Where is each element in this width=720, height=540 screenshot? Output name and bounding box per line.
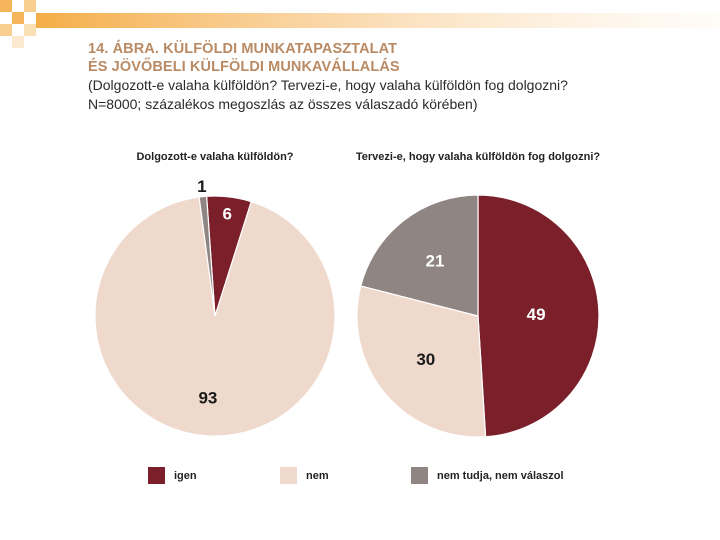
pie-2-title: Tervezi-e, hogy valaha külföldön fog dol… [355,151,601,163]
pie-chart-worked-abroad: 6 93 1 [94,177,336,437]
pie-chart-plans-abroad: 49 30 21 [356,194,600,438]
figure-subtitle-line-2: N=8000; százalékos megoszlás az összes v… [88,96,478,112]
legend-item-igen: igen [148,467,197,484]
pie-2-slice-nem-tudja [360,194,479,317]
pie-2-value-label-nem-tudja: 21 [426,252,445,271]
legend-label-igen: igen [174,469,197,482]
pie-1-value-label-nem: 93 [198,388,217,407]
pie-1-value-label-igen: 6 [222,205,231,224]
figure-header: 14. ÁBRA. KÜLFÖLDI MUNKATAPASZTALAT ÉS J… [88,40,708,114]
pie-2-value-label-igen: 49 [527,305,546,324]
figure-subtitle-line-1: (Dolgozott-e valaha külföldön? Tervezi-e… [88,77,568,93]
pie-1-title: Dolgozott-e valaha külföldön? [136,151,294,163]
figure-title-line-2: ÉS JÖVŐBELI KÜLFÖLDI MUNKAVÁLLALÁS [88,59,400,75]
legend-item-nem-tudja: nem tudja, nem válaszol [411,467,564,484]
legend-label-nem: nem [306,469,329,482]
pie-1-slice-nem-tudja [198,195,216,317]
legend-item-nem: nem [280,467,329,484]
legend-swatch-igen [148,467,165,484]
figure-title-line-1: 14. ÁBRA. KÜLFÖLDI MUNKATAPASZTALAT [88,41,398,57]
legend-swatch-nem [280,467,297,484]
pie-1-value-label-nem-tudja: 1 [197,177,206,196]
legend-swatch-nem-tudja [411,467,428,484]
pie-2-slice-nem [356,285,487,438]
pie-1-slice-nem [94,196,336,437]
chart-legend: igen nem nem tudja, nem válaszol [0,467,720,487]
corner-decoration [0,0,720,48]
legend-label-nem-tudja: nem tudja, nem válaszol [437,469,564,482]
pie-2-slice-igen [477,194,600,438]
pie-2-value-label-nem: 30 [416,350,435,369]
